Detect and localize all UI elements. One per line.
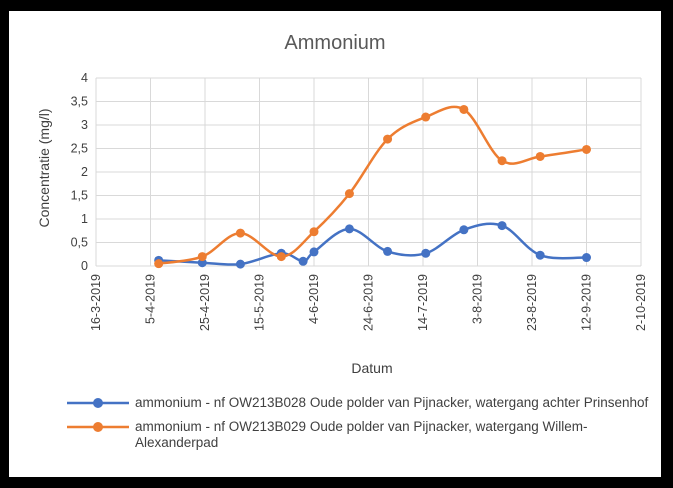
series-2-point: [235, 228, 245, 238]
y-axis-title: Concentratie (mg/l): [36, 108, 52, 227]
x-tick-labels: 16-3-2019 5-4-2019 25-4-2019 15-5-2019 4-6-2…: [89, 274, 648, 331]
y-tick-labels: 0 0,5 1 1,5 2 2,5 3 3,5 4: [71, 71, 88, 273]
legend-item-series-2: ammonium - nf OW213B029 Oude polder van …: [67, 419, 657, 451]
legend-item-series-1: ammonium - nf OW213B028 Oude polder van …: [67, 395, 657, 411]
x-tick-label: 23-8-2019: [525, 274, 539, 331]
x-tick-label: 14-7-2019: [416, 274, 430, 331]
x-axis-title: Datum: [351, 360, 392, 376]
series-2-point: [582, 144, 591, 154]
y-tick-label: 1: [81, 212, 88, 226]
y-tick-label: 0,5: [71, 236, 88, 250]
x-tick-label: 12-9-2019: [580, 274, 594, 331]
x-tick-label: 3-8-2019: [471, 274, 485, 324]
x-tick-label: 15-5-2019: [253, 274, 267, 331]
series-1-point: [309, 247, 319, 257]
x-tick-label: 5-4-2019: [144, 274, 158, 324]
legend-label-series-1: ammonium - nf OW213B028 Oude polder van …: [135, 395, 649, 410]
series-2-point: [459, 104, 469, 114]
series-1-point: [535, 250, 545, 260]
series-1-point: [383, 246, 393, 256]
x-tick-label: 25-4-2019: [198, 274, 212, 331]
series-2-point: [383, 134, 393, 144]
chart-frame: Ammonium 0 0,5 1 1,5 2 2,5 3 3,5 4 16-3-2019 5-4-…: [9, 11, 661, 477]
y-tick-label: 2,5: [71, 142, 88, 156]
y-tick-label: 0: [81, 259, 88, 273]
y-tick-label: 4: [81, 71, 88, 85]
x-tick-label: 2-10-2019: [634, 274, 648, 331]
x-tick-label: 24-6-2019: [362, 274, 376, 331]
chart-title: Ammonium: [284, 32, 385, 54]
legend-label-series-2: ammonium - nf OW213B029 Oude polder van …: [135, 419, 588, 450]
series-2-point: [276, 252, 286, 262]
legend-marker-orange: [67, 422, 129, 432]
line-chart: Ammonium 0 0,5 1 1,5 2 2,5 3 3,5 4 16-3-2019 5-4-…: [36, 32, 648, 376]
series-2-point: [344, 189, 354, 199]
series-2-point: [309, 227, 319, 237]
series-2-point: [197, 252, 207, 262]
gridlines: [95, 77, 642, 267]
series-2-point: [535, 151, 545, 161]
legend: ammonium - nf OW213B028 Oude polder van …: [67, 395, 657, 459]
legend-marker-blue: [67, 398, 129, 408]
y-tick-label: 3: [81, 118, 88, 132]
x-tick-label: 16-3-2019: [89, 274, 103, 331]
series-1-point: [459, 225, 469, 235]
y-tick-label: 3,5: [71, 95, 88, 109]
y-tick-label: 1,5: [71, 189, 88, 203]
series-1-point: [497, 221, 507, 231]
y-tick-label: 2: [81, 165, 88, 179]
series-group: [154, 104, 591, 269]
series-2-point: [497, 156, 507, 166]
series-1-point: [421, 248, 431, 258]
x-tick-label: 4-6-2019: [307, 274, 321, 324]
series-1-point: [298, 256, 308, 266]
series-2-point: [421, 112, 431, 122]
series-1-point: [235, 259, 245, 269]
series-1-point: [582, 253, 591, 263]
series-1-point: [344, 224, 354, 234]
series-1-line: [158, 222, 587, 266]
series-2-point: [154, 259, 164, 269]
